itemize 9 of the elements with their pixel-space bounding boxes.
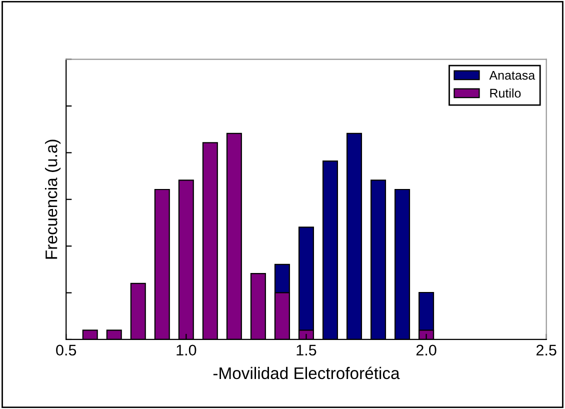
legend-label: Anatasa: [489, 71, 536, 80]
y-axis-title: Frecuencia (u.a): [45, 140, 61, 259]
x-tick-label: 0.5: [56, 344, 76, 356]
x-tick-label: 2.0: [416, 344, 436, 356]
legend-label: Rutilo: [490, 88, 521, 98]
x-tick-label: 1.5: [296, 344, 316, 356]
x-axis-title: -Movilidad Electroforética: [213, 366, 400, 380]
x-tick-label: 1.0: [176, 344, 196, 356]
x-tick-label: 2.5: [536, 344, 556, 356]
